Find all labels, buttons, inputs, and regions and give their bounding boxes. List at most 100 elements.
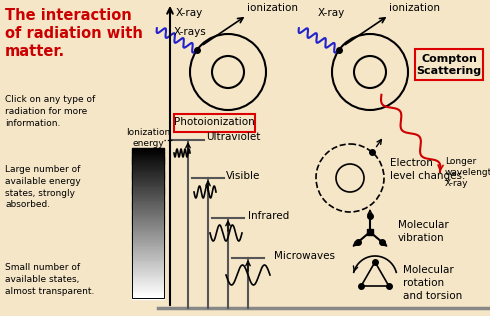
- Bar: [132, 247, 164, 250]
- Bar: [132, 152, 164, 154]
- Bar: [132, 242, 164, 244]
- Bar: [132, 191, 164, 193]
- Text: ionization: ionization: [247, 3, 298, 13]
- Bar: [132, 199, 164, 201]
- Bar: [132, 268, 164, 270]
- Bar: [132, 283, 164, 285]
- Bar: [132, 219, 164, 222]
- Bar: [132, 238, 164, 240]
- Bar: [132, 232, 164, 235]
- Text: Longer
wavelength
X-ray: Longer wavelength X-ray: [445, 157, 490, 188]
- Bar: [132, 270, 164, 272]
- Bar: [132, 148, 164, 150]
- Text: Visible: Visible: [226, 171, 260, 181]
- Bar: [132, 289, 164, 291]
- Text: X-ray: X-ray: [317, 8, 344, 18]
- Bar: [132, 260, 164, 263]
- Bar: [132, 221, 164, 223]
- Bar: [132, 171, 164, 173]
- Text: Electron
level changes.: Electron level changes.: [390, 158, 466, 181]
- Bar: [132, 264, 164, 267]
- Bar: [132, 182, 164, 184]
- Bar: [132, 258, 164, 261]
- Bar: [132, 161, 164, 163]
- Bar: [132, 150, 164, 152]
- Bar: [132, 290, 164, 293]
- Text: Small number of
available states,
almost transparent.: Small number of available states, almost…: [5, 263, 95, 295]
- Bar: [132, 163, 164, 165]
- FancyBboxPatch shape: [415, 48, 483, 80]
- Text: Molecular
vibration: Molecular vibration: [398, 220, 449, 243]
- Text: Click on any type of
radiation for more
information.: Click on any type of radiation for more …: [5, 95, 95, 128]
- Bar: [132, 210, 164, 212]
- Text: The interaction
of radiation with
matter.: The interaction of radiation with matter…: [5, 8, 143, 59]
- Bar: [132, 281, 164, 283]
- Bar: [132, 236, 164, 239]
- Bar: [132, 154, 164, 156]
- Bar: [132, 234, 164, 237]
- Bar: [132, 155, 164, 158]
- Text: Ultraviolet: Ultraviolet: [206, 132, 260, 142]
- Bar: [132, 287, 164, 289]
- Bar: [132, 294, 164, 297]
- Bar: [132, 159, 164, 161]
- Bar: [132, 167, 164, 169]
- Bar: [132, 272, 164, 274]
- Bar: [132, 197, 164, 199]
- Text: Large number of
available energy
states, strongly
absorbed.: Large number of available energy states,…: [5, 165, 81, 210]
- Bar: [132, 208, 164, 210]
- Bar: [132, 172, 164, 175]
- Text: X-rays: X-rays: [174, 27, 207, 37]
- Bar: [132, 216, 164, 218]
- Text: Ionization
energy: Ionization energy: [126, 128, 170, 148]
- Text: ionization: ionization: [389, 3, 440, 13]
- Text: X-ray: X-ray: [175, 8, 202, 18]
- Bar: [132, 184, 164, 186]
- Bar: [132, 255, 164, 257]
- Bar: [132, 227, 164, 229]
- Text: Infrared: Infrared: [248, 211, 289, 221]
- Bar: [132, 169, 164, 171]
- Bar: [132, 253, 164, 255]
- Bar: [132, 276, 164, 278]
- Bar: [132, 223, 164, 225]
- Bar: [132, 228, 164, 231]
- Bar: [132, 279, 164, 282]
- Bar: [132, 292, 164, 295]
- Bar: [132, 262, 164, 265]
- Bar: [132, 274, 164, 276]
- Bar: [132, 240, 164, 242]
- Bar: [132, 157, 164, 160]
- Bar: [132, 148, 164, 298]
- Bar: [132, 249, 164, 252]
- Text: Photoionization: Photoionization: [173, 117, 254, 127]
- Bar: [132, 212, 164, 214]
- Bar: [132, 165, 164, 167]
- Bar: [132, 277, 164, 280]
- Bar: [132, 244, 164, 246]
- Bar: [132, 174, 164, 177]
- Text: Molecular
rotation
and torsion: Molecular rotation and torsion: [403, 265, 462, 301]
- Text: Compton
Scattering: Compton Scattering: [416, 54, 482, 76]
- FancyBboxPatch shape: [173, 113, 254, 131]
- Bar: [132, 251, 164, 253]
- Bar: [132, 214, 164, 216]
- Bar: [132, 195, 164, 197]
- Bar: [132, 257, 164, 259]
- Bar: [132, 176, 164, 179]
- Bar: [132, 266, 164, 269]
- Bar: [132, 225, 164, 227]
- Bar: [132, 189, 164, 191]
- Text: Microwaves: Microwaves: [274, 251, 335, 261]
- Bar: [132, 180, 164, 182]
- Bar: [132, 193, 164, 195]
- Bar: [132, 206, 164, 209]
- Bar: [132, 202, 164, 205]
- Bar: [132, 178, 164, 180]
- Bar: [132, 217, 164, 220]
- Bar: [132, 185, 164, 188]
- Bar: [132, 230, 164, 233]
- Bar: [132, 187, 164, 190]
- Bar: [132, 246, 164, 248]
- Bar: [132, 296, 164, 299]
